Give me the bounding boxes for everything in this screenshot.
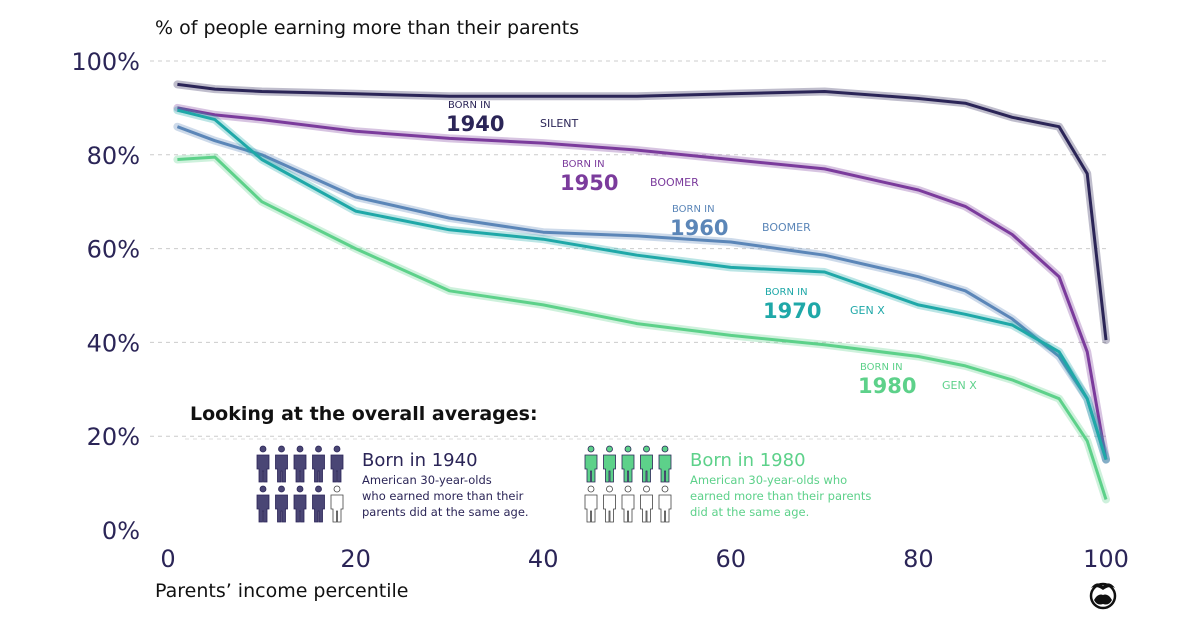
person-icon-filled <box>584 445 598 483</box>
series-label-prefix: BORN IN <box>562 159 605 170</box>
person-icon-filled <box>658 445 672 483</box>
avg-description: American 30-year-olds <box>362 473 492 487</box>
series-label-generation: BOOMER <box>762 221 811 234</box>
x-axis-label: Parents’ income percentile <box>155 580 408 602</box>
person-icon-filled <box>312 485 325 523</box>
series-line-1970 <box>177 108 1108 461</box>
y-tick-label: 100% <box>71 48 140 76</box>
y-tick-label: 40% <box>87 329 140 357</box>
avg-description: parents did at the same age. <box>362 505 529 519</box>
person-icon-filled <box>293 445 307 483</box>
x-tick-label: 60 <box>716 545 747 573</box>
series-label-year: 1980 <box>858 374 916 398</box>
person-icon-filled <box>293 485 307 523</box>
series-line-1950 <box>177 106 1108 460</box>
person-icon-empty <box>584 485 598 523</box>
avg-description: American 30-year-olds who <box>690 473 847 487</box>
visual-capitalist-logo <box>1089 582 1117 610</box>
person-icon-filled <box>275 445 288 483</box>
y-tick-label: 60% <box>87 236 140 264</box>
series-line-1980 <box>177 155 1108 500</box>
avg-description: did at the same age. <box>690 505 809 519</box>
person-icon-empty <box>330 485 344 523</box>
person-icon-empty <box>640 485 653 523</box>
person-icon-filled <box>603 445 616 483</box>
x-tick-label: 20 <box>340 545 371 573</box>
x-tick-label: 80 <box>903 545 934 573</box>
series-label-year: 1960 <box>670 216 728 240</box>
averages-bg <box>185 395 565 433</box>
x-tick-label: 40 <box>528 545 559 573</box>
y-tick-label: 80% <box>87 142 140 170</box>
series-label-generation: GEN X <box>942 379 977 392</box>
person-icon-empty <box>621 485 635 523</box>
series-label-generation: SILENT <box>540 117 579 130</box>
series-label-year: 1950 <box>560 171 618 195</box>
series-label-prefix: BORN IN <box>860 362 903 373</box>
avg-title: Born in 1980 <box>690 450 806 471</box>
x-tick-label: 0 <box>160 545 175 573</box>
person-icon-empty <box>658 485 672 523</box>
person-icon-filled <box>312 445 325 483</box>
person-icon-filled <box>330 445 344 483</box>
averages-heading: Looking at the overall averages: <box>190 403 538 425</box>
avg-description: who earned more than their <box>362 489 524 503</box>
avg-description: earned more than their parents <box>690 489 871 503</box>
series-label-year: 1940 <box>446 112 504 136</box>
series-label-prefix: BORN IN <box>765 287 808 298</box>
person-icon-filled <box>621 445 635 483</box>
series-label-generation: BOOMER <box>650 176 699 189</box>
series-label-year: 1970 <box>763 299 821 323</box>
series-line-1940 <box>177 82 1108 341</box>
series-label-generation: GEN X <box>850 304 885 317</box>
person-icon-filled <box>275 485 288 523</box>
avg-title: Born in 1940 <box>362 450 478 471</box>
chart-title: % of people earning more than their pare… <box>155 17 579 39</box>
person-icon-filled <box>256 445 270 483</box>
person-icon-filled <box>640 445 653 483</box>
y-tick-label: 20% <box>87 423 140 451</box>
person-icon-filled <box>256 485 270 523</box>
person-icon-empty <box>603 485 616 523</box>
x-tick-label: 100 <box>1083 545 1129 573</box>
series-label-prefix: BORN IN <box>672 204 715 215</box>
series-label-prefix: BORN IN <box>448 100 491 111</box>
y-tick-label: 0% <box>102 517 140 545</box>
